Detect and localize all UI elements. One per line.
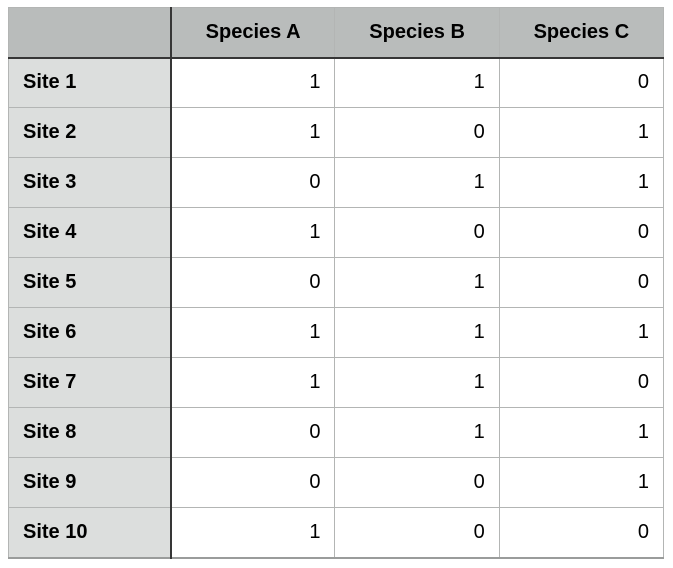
table-cell: 0 [498, 57, 665, 108]
table-cell: 0 [334, 507, 500, 558]
table-cell: 0 [170, 457, 336, 508]
table-cell: 1 [170, 507, 336, 558]
row-header: Site 9 [7, 457, 172, 508]
table-cell: 1 [334, 157, 500, 208]
header-row: Species A Species B Species C [7, 7, 665, 59]
table-row: Site 9 0 0 1 [7, 457, 665, 508]
table-row: Site 1 1 1 0 [7, 57, 665, 108]
table-cell: 1 [334, 407, 500, 458]
table-row: Site 2 1 0 1 [7, 107, 665, 158]
table-cell: 1 [498, 457, 665, 508]
column-header-species-b: Species B [334, 7, 500, 59]
table-row: Site 10 1 0 0 [7, 507, 665, 558]
table-cell: 0 [170, 407, 336, 458]
table-row: Site 6 1 1 1 [7, 307, 665, 358]
row-header: Site 2 [7, 107, 172, 158]
table-cell: 0 [334, 107, 500, 158]
table-cell: 0 [170, 157, 336, 208]
table-cell: 0 [334, 207, 500, 258]
table-cell: 0 [334, 457, 500, 508]
column-header-species-a: Species A [170, 7, 336, 59]
table-cell: 1 [498, 107, 665, 158]
table-cell: 1 [170, 307, 336, 358]
row-header: Site 1 [7, 57, 172, 108]
table-cell: 1 [170, 57, 336, 108]
table-row: Site 5 0 1 0 [7, 257, 665, 308]
table-cell: 1 [334, 57, 500, 108]
row-header: Site 7 [7, 357, 172, 408]
table-cell: 1 [170, 107, 336, 158]
table-row: Site 4 1 0 0 [7, 207, 665, 258]
table-cell: 0 [170, 257, 336, 308]
table-container: Species A Species B Species C Site 1 1 1… [7, 7, 665, 559]
row-header: Site 6 [7, 307, 172, 358]
row-header: Site 10 [7, 507, 172, 558]
table-cell: 0 [498, 207, 665, 258]
table-row: Site 3 0 1 1 [7, 157, 665, 208]
table-cell: 0 [498, 357, 665, 408]
column-header-species-c: Species C [498, 7, 665, 59]
table-cell: 1 [498, 157, 665, 208]
table-row: Site 7 1 1 0 [7, 357, 665, 408]
table-cell: 1 [170, 357, 336, 408]
table-row: Site 8 0 1 1 [7, 407, 665, 458]
table-cell: 1 [334, 307, 500, 358]
table-cell: 1 [170, 207, 336, 258]
table-cell: 1 [498, 407, 665, 458]
row-header: Site 3 [7, 157, 172, 208]
row-header: Site 5 [7, 257, 172, 308]
row-header: Site 4 [7, 207, 172, 258]
table-cell: 1 [334, 357, 500, 408]
row-header: Site 8 [7, 407, 172, 458]
table-cell: 1 [334, 257, 500, 308]
site-species-table: Species A Species B Species C Site 1 1 1… [7, 7, 665, 559]
corner-header-cell [7, 7, 172, 59]
table-cell: 1 [498, 307, 665, 358]
table-cell: 0 [498, 257, 665, 308]
table-cell: 0 [498, 507, 665, 558]
